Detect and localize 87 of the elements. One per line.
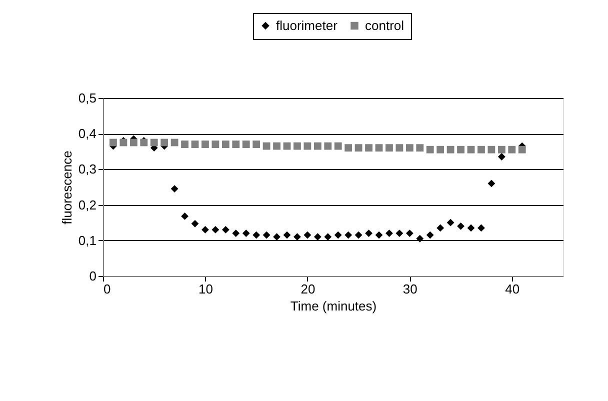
point: [396, 230, 404, 237]
y-tick-label: 0,4: [78, 126, 96, 142]
point: [457, 146, 464, 154]
point: [446, 218, 454, 226]
point: [110, 138, 117, 146]
y-tick-label: 0,3: [78, 162, 96, 177]
point: [467, 146, 475, 154]
point: [212, 226, 220, 234]
point: [191, 140, 199, 148]
y-tick-label: 0,5: [78, 90, 96, 106]
point: [283, 142, 291, 150]
point: [375, 144, 383, 152]
point: [212, 140, 220, 148]
y-tick-label: 0,1: [78, 232, 96, 248]
y-tick-label: 0,2: [78, 197, 96, 212]
point: [467, 224, 475, 232]
point: [344, 144, 352, 152]
point: [488, 180, 496, 188]
point: [170, 138, 178, 146]
y-tick-label: 0: [89, 268, 96, 284]
point: [354, 231, 362, 239]
point: [160, 138, 168, 146]
point: [498, 146, 506, 154]
point: [375, 231, 383, 239]
legend-label: control: [365, 18, 404, 33]
point: [354, 144, 362, 152]
point: [406, 230, 414, 237]
point: [334, 142, 342, 150]
point: [262, 142, 270, 150]
point: [365, 230, 372, 237]
point: [508, 146, 516, 154]
point: [446, 146, 454, 154]
point: [181, 212, 188, 220]
point: [202, 140, 209, 148]
x-tick-label: 0: [104, 282, 111, 296]
point: [242, 230, 250, 237]
point: [324, 233, 332, 241]
point: [498, 153, 506, 160]
point: [181, 140, 188, 148]
point: [232, 230, 240, 237]
point: [304, 142, 312, 150]
point: [222, 226, 230, 234]
point: [273, 142, 280, 150]
point: [344, 231, 352, 239]
point: [252, 140, 260, 148]
x-tick-label: 10: [198, 282, 213, 296]
point: [304, 231, 312, 239]
point: [416, 234, 424, 242]
point: [191, 220, 199, 228]
point: [273, 233, 280, 241]
point: [294, 233, 301, 241]
point: [170, 185, 178, 192]
point: [202, 226, 209, 234]
x-tick-label: 30: [402, 282, 418, 296]
point: [232, 140, 240, 148]
point: [386, 144, 393, 152]
point: [478, 146, 485, 154]
point: [386, 230, 393, 237]
point: [334, 231, 342, 239]
point: [324, 142, 332, 150]
legend-label: fluorimeter: [276, 18, 338, 33]
x-axis-title: Time (minutes): [290, 298, 377, 314]
point: [518, 146, 526, 154]
y-axis-title: fluorescence: [59, 150, 74, 224]
point: [436, 146, 444, 154]
point: [252, 231, 260, 239]
point: [436, 224, 444, 232]
point: [426, 146, 434, 154]
x-tick-label: 40: [505, 282, 520, 296]
point: [283, 231, 291, 239]
point: [365, 144, 372, 152]
point: [314, 142, 322, 150]
point: [406, 144, 414, 152]
point: [457, 222, 464, 230]
point: [478, 224, 485, 232]
point: [130, 138, 138, 146]
point: [242, 140, 250, 148]
point: [416, 144, 424, 152]
point: [426, 231, 434, 239]
point: [222, 140, 230, 148]
point: [294, 142, 301, 150]
point: [262, 231, 270, 239]
x-tick-label: 20: [300, 282, 316, 296]
point: [314, 233, 322, 241]
point: [396, 144, 404, 152]
point: [150, 138, 158, 146]
point: [488, 146, 496, 154]
